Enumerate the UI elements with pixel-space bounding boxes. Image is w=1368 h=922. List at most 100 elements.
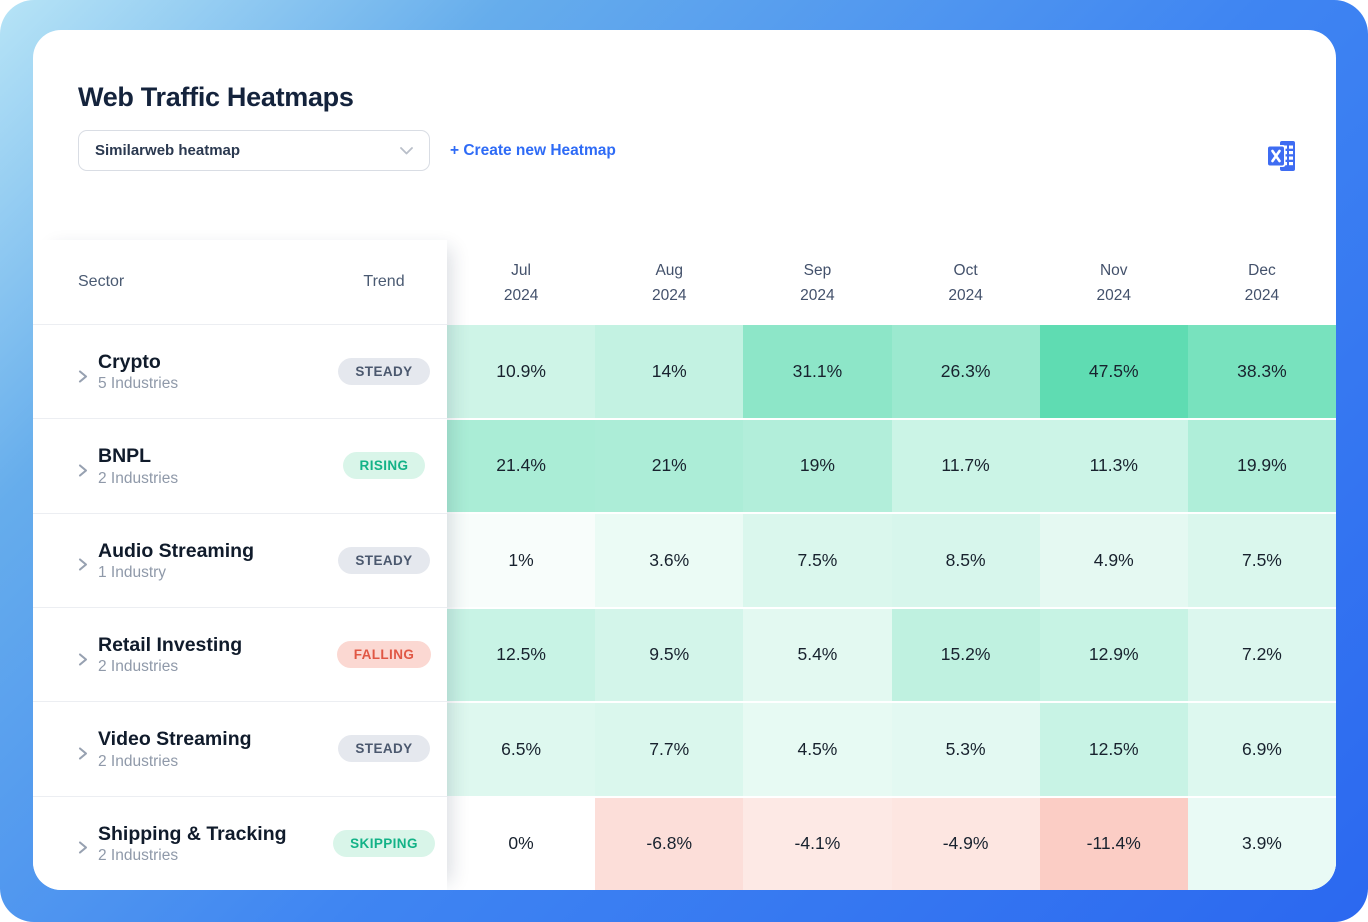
heatmap-cell: 5.3% xyxy=(891,703,1040,796)
sector-panel: Sector Trend Crypto 5 Industries STEADY … xyxy=(33,240,447,890)
sector-row-shipping-tracking[interactable]: Shipping & Tracking 2 Industries SKIPPIN… xyxy=(33,797,447,890)
heatmap-cell: 14% xyxy=(595,325,744,418)
chevron-right-icon[interactable] xyxy=(78,370,89,383)
sector-industries-count: 2 Industries xyxy=(98,846,179,864)
heatmap-cell: 21% xyxy=(595,419,744,512)
heatmap-cell: 3.9% xyxy=(1187,797,1336,890)
sector-name: Video Streaming xyxy=(98,728,252,751)
heatmap-cell: 38.3% xyxy=(1187,325,1336,418)
chevron-right-icon[interactable] xyxy=(78,464,89,477)
sector-industries-count: 1 Industry xyxy=(98,564,167,581)
heatmap-cell: 12.5% xyxy=(1039,703,1188,796)
trend-badge: SKIPPING xyxy=(333,829,435,857)
heatmap-cell: 7.5% xyxy=(1187,514,1336,607)
sector-row-audio-streaming[interactable]: Audio Streaming 1 Industry STEADY xyxy=(33,514,447,608)
page-header: Web Traffic Heatmaps Similarweb heatmap … xyxy=(33,30,1336,171)
heatmap-cell: 19% xyxy=(743,419,892,512)
heatmap-cell: -4.1% xyxy=(743,797,892,890)
sector-cell: Shipping & Tracking 2 Industries xyxy=(78,822,321,865)
chevron-right-icon[interactable] xyxy=(78,841,89,854)
heatmap-cell: 1% xyxy=(447,514,596,607)
heatmap-cell: 8.5% xyxy=(891,514,1040,607)
heatmap-cell: -11.4% xyxy=(1039,797,1188,890)
sector-name: BNPL xyxy=(98,445,152,468)
month-header: Oct 2024 xyxy=(948,262,983,304)
heatmap-cell: 3.6% xyxy=(595,514,744,607)
heatmap-cell: 7.7% xyxy=(595,703,744,796)
sector-industries-count: 2 Industries xyxy=(98,752,179,770)
trend-badge: FALLING xyxy=(336,641,432,669)
sector-name: Shipping & Tracking xyxy=(98,822,287,845)
heatmap-row: 1% 3.6% 7.5% 8.5% 4.9% 7.5% xyxy=(447,514,1336,607)
month-header: Jul 2024 xyxy=(503,262,539,304)
sector-row-retail-investing[interactable]: Retail Investing 2 Industries FALLING xyxy=(33,608,447,703)
heatmap-row: 21.4% 21% 19% 11.7% 11.3% 19.9% xyxy=(447,419,1336,512)
heatmap-cell: -4.9% xyxy=(891,797,1040,890)
heatmap-cell: 12.9% xyxy=(1039,608,1188,701)
month-header: Nov 2024 xyxy=(1096,262,1131,304)
heatmap-cell: 0% xyxy=(447,797,596,890)
month-header: Aug 2024 xyxy=(652,262,687,304)
heatmap-card: Web Traffic Heatmaps Similarweb heatmap … xyxy=(33,30,1336,890)
create-heatmap-link[interactable]: + Create new Heatmap xyxy=(450,141,616,159)
heatmap-row: 0% -6.8% -4.1% -4.9% -11.4% 3.9% xyxy=(447,797,1336,890)
sector-name: Crypto xyxy=(98,350,161,373)
heatmap-cell: 12.5% xyxy=(447,608,596,701)
sector-name: Retail Investing xyxy=(98,633,243,656)
heatmap-cell: 19.9% xyxy=(1187,419,1336,512)
heatmap-cell: 5.4% xyxy=(743,608,892,701)
sector-cell: Crypto 5 Industries xyxy=(78,350,321,393)
sector-column-header: Sector xyxy=(78,273,125,290)
heatmap-table: Sector Trend Crypto 5 Industries STEADY … xyxy=(33,240,1336,890)
sector-cell: BNPL 2 Industries xyxy=(78,444,321,487)
heatmap-cell: 47.5% xyxy=(1039,325,1188,418)
heatmap-cell: 4.5% xyxy=(743,703,892,796)
month-header-row: Jul 2024 Aug 2024 Sep 2024 Oct 2024 Nov 2024 … xyxy=(447,240,1336,325)
heatmap-cell: 6.5% xyxy=(447,703,596,796)
header-controls: Similarweb heatmap + Create new Heatmap xyxy=(78,130,1291,171)
sector-row-crypto[interactable]: Crypto 5 Industries STEADY xyxy=(33,325,447,420)
chevron-down-icon xyxy=(400,142,413,160)
sector-row-video-streaming[interactable]: Video Streaming 2 Industries STEADY xyxy=(33,702,447,797)
heatmap-cell: 11.7% xyxy=(891,419,1040,512)
month-header: Sep 2024 xyxy=(800,262,835,304)
trend-badge: STEADY xyxy=(338,735,430,763)
heatmap-row: 10.9% 14% 31.1% 26.3% 47.5% 38.3% xyxy=(447,325,1336,418)
heatmap-cell: 15.2% xyxy=(891,608,1040,701)
heatmap-cell: 6.9% xyxy=(1187,703,1336,796)
heatmap-cell: 7.5% xyxy=(743,514,892,607)
sector-industries-count: 2 Industries xyxy=(98,469,179,487)
trend-badge: RISING xyxy=(342,452,426,480)
heatmap-cell: 4.9% xyxy=(1039,514,1188,607)
sector-industries-count: 5 Industries xyxy=(98,375,179,393)
heatmap-cell: 26.3% xyxy=(891,325,1040,418)
trend-column-header: Trend xyxy=(363,273,405,290)
heatmap-cell: 10.9% xyxy=(447,325,596,418)
heatmap-cell: 11.3% xyxy=(1039,419,1188,512)
sector-name: Audio Streaming xyxy=(98,539,255,562)
heatmap-select-value: Similarweb heatmap xyxy=(95,142,241,159)
excel-export-icon[interactable] xyxy=(1264,138,1300,174)
sector-cell: Retail Investing 2 Industries xyxy=(78,633,321,676)
month-header: Dec 2024 xyxy=(1244,262,1280,304)
chevron-right-icon[interactable] xyxy=(78,747,89,760)
heatmap-row: 12.5% 9.5% 5.4% 15.2% 12.9% 7.2% xyxy=(447,608,1336,701)
chevron-right-icon[interactable] xyxy=(78,653,89,666)
trend-badge: STEADY xyxy=(338,546,430,574)
sector-cell: Audio Streaming 1 Industry xyxy=(78,539,321,582)
sector-cell: Video Streaming 2 Industries xyxy=(78,727,321,770)
sector-industries-count: 2 Industries xyxy=(98,658,179,676)
heatmap-cell: 21.4% xyxy=(447,419,596,512)
table-header-left: Sector Trend xyxy=(33,240,447,325)
heatmap-cell: 9.5% xyxy=(595,608,744,701)
chevron-right-icon[interactable] xyxy=(78,558,89,571)
sector-row-bnpl[interactable]: BNPL 2 Industries RISING xyxy=(33,419,447,514)
page-title: Web Traffic Heatmaps xyxy=(78,82,354,112)
heatmap-select[interactable]: Similarweb heatmap xyxy=(78,130,430,171)
heatmap-cell: 7.2% xyxy=(1187,608,1336,701)
heatmap-cell: 31.1% xyxy=(743,325,892,418)
heatmap-row: 6.5% 7.7% 4.5% 5.3% 12.5% 6.9% xyxy=(447,703,1336,796)
heatmap-cell: -6.8% xyxy=(595,797,744,890)
trend-badge: STEADY xyxy=(338,358,430,386)
